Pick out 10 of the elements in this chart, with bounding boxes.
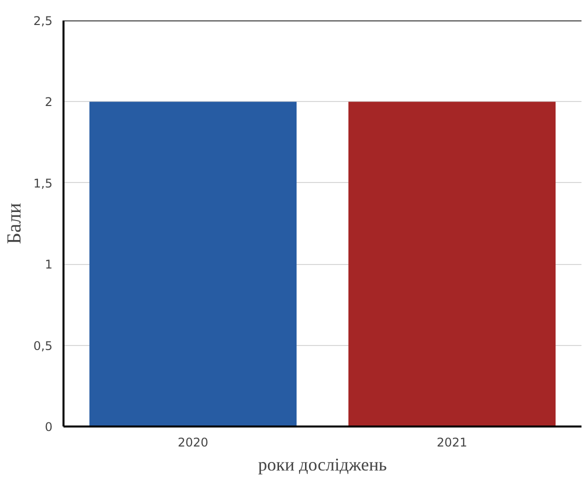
y-axis-title: Бали (3, 202, 26, 244)
y-tick-label: 1,5 (33, 176, 53, 190)
y-tick-label: 0,5 (33, 338, 53, 353)
x-tick-label: 2021 (436, 436, 468, 450)
x-axis-title: роки досліджень (258, 454, 387, 474)
y-tick-label: 1 (44, 258, 53, 272)
x-tick-label: 2020 (178, 436, 208, 450)
y-tick-label: 2,5 (33, 14, 53, 28)
y-tick-label: 0 (44, 420, 53, 434)
y-tick-label: 2 (44, 95, 53, 110)
